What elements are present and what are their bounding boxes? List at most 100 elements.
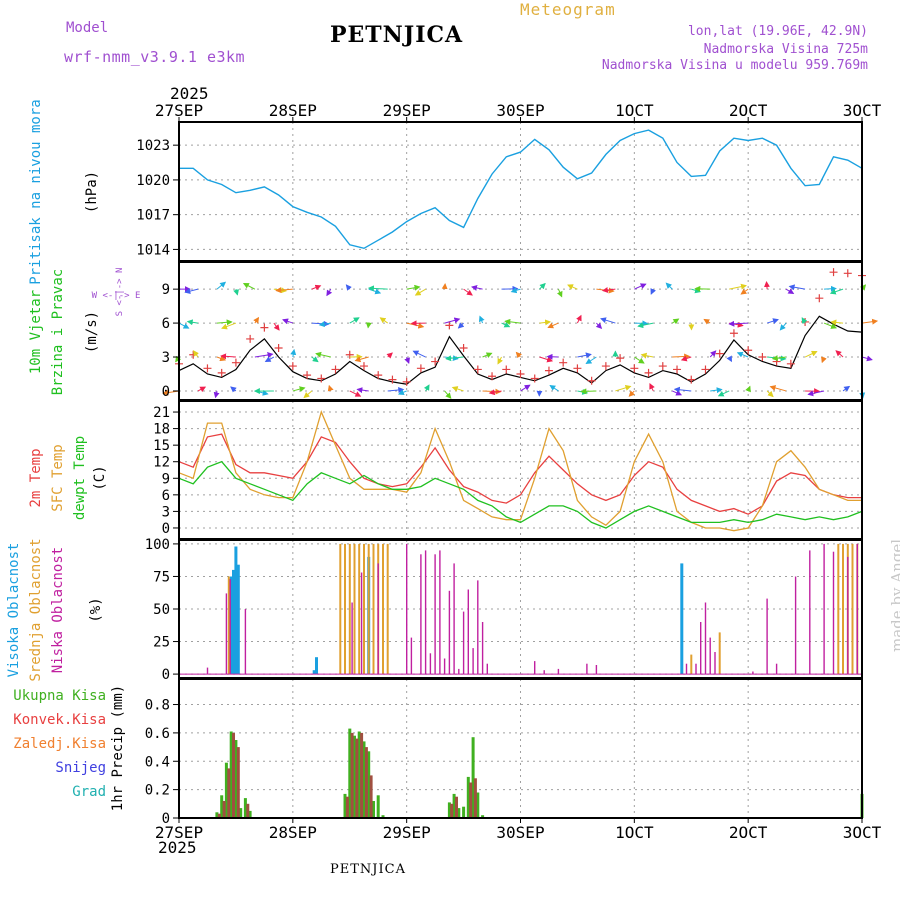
wind-barb [634,283,647,290]
panel-frame [178,261,863,401]
wind-gust-marker [473,365,482,374]
wind-barb [451,386,464,392]
cloud-bar-2 [439,550,441,675]
cloud-bar-0 [315,657,318,675]
precip-bar-0 [224,762,228,818]
cloud-bar-2 [832,551,835,675]
model-name: wrf-nmm_v3.9.1 e3km [64,48,246,66]
wind-barb [221,322,237,330]
wind-barb [580,388,597,395]
wind-gust-marker [573,364,582,373]
pressure-ylabel: (hPa) [84,171,100,213]
grid-layer [179,122,862,819]
cloud-bar-1 [718,632,721,675]
wind-gust-marker [402,377,411,386]
precip-bar-1 [227,768,231,818]
precip-bar-1 [222,801,226,818]
x-label-top: 3OCT [843,101,882,120]
wind-gust-marker [288,362,297,371]
wind-barb [482,352,493,358]
cloud-bar-2 [695,663,697,675]
wind-barb [356,387,369,394]
cloud-bar-2 [823,543,825,675]
y-tick-label: 6 [162,488,170,504]
y-tick-label: 6 [162,316,170,332]
wind-barb [379,317,388,324]
precip-bar-1 [455,796,458,818]
cloud-bar-2 [458,668,460,675]
wind-barb [318,321,331,328]
meteogram-label: Meteogram [520,0,616,19]
year-top: 2025 [170,84,209,103]
wind-barb [672,390,683,396]
precip-bar-0 [243,798,247,818]
x-label-top: 29SEP [383,101,431,120]
wind-title-2: Brzina i Pravac [50,269,66,395]
cloud-bar-2 [595,665,598,675]
precip-bar-0 [348,728,352,818]
precip-bar-0 [367,751,371,818]
wind-barb [367,285,388,292]
cloud-bar-1 [339,543,342,675]
wind-barb [193,350,199,358]
cloud-bar-1 [386,543,389,675]
wind-barb [515,351,522,359]
wind-barb [650,288,656,295]
precip-bar-1 [469,782,473,818]
wind-barb [577,352,592,359]
wind-barb [253,316,260,324]
wind-barb [471,285,483,291]
cloud-bar-2 [244,609,247,675]
wind-barb [600,317,616,324]
wind-barb [763,281,770,290]
cloud-bar-1 [344,543,346,675]
cloud-bar-2 [486,663,488,675]
precip-bar-1 [450,803,454,818]
wind-barb [520,384,531,392]
cloud-title-mid: Srednja Oblacnost [28,538,44,681]
wind-gust-marker [815,294,824,303]
precip-bar-0 [357,731,361,818]
cloud-bar-2 [229,579,231,675]
wind-barb [349,390,362,397]
wind-barb [273,322,280,331]
cloud-bar-0 [680,563,684,675]
wind-barb [567,284,578,290]
wind-barb [728,320,749,327]
wind-barb [349,317,360,324]
wind-gust-marker [559,358,568,367]
wind-barb [830,319,844,326]
cloud-bar-2 [856,543,858,675]
y-tick-label: 0.6 [145,726,170,742]
wind-gust-marker [616,354,625,363]
wind-barb [807,390,825,397]
wind-barb [726,355,732,363]
precip-bar-0 [447,802,451,818]
y-tick-label: 0 [162,521,170,537]
precip-bar-0 [376,795,380,818]
station-title: PETNJICA [330,22,464,48]
wind-barb [539,356,554,363]
y-tick-label: 1023 [136,138,170,154]
precip-bar-0 [248,810,252,818]
wind-barb [354,356,369,363]
wind-barb [303,390,313,399]
precip-bar-0 [239,808,243,818]
precip-bar-1 [473,778,477,818]
wind-barb [539,282,546,290]
precip-bar-0 [220,795,224,818]
wind-barb [576,314,582,324]
cloud-title-low: Niska Oblacnost [50,547,66,673]
compass-we: W <-|-> E [92,291,141,301]
wind-barb [406,284,421,291]
wind-barb [703,318,711,325]
wind-gust-marker [217,368,226,377]
wind-gust-marker [203,364,212,373]
cloud-bar-2 [794,576,797,675]
cloud-bar-2 [225,593,228,675]
wind-gust-marker [630,364,639,373]
cloud-ylabel: (%) [88,597,104,622]
altitude-label: Nadmorska Visina 725m [703,42,868,57]
cloud-bar-2 [477,580,479,675]
wind-gust-marker [231,358,240,367]
